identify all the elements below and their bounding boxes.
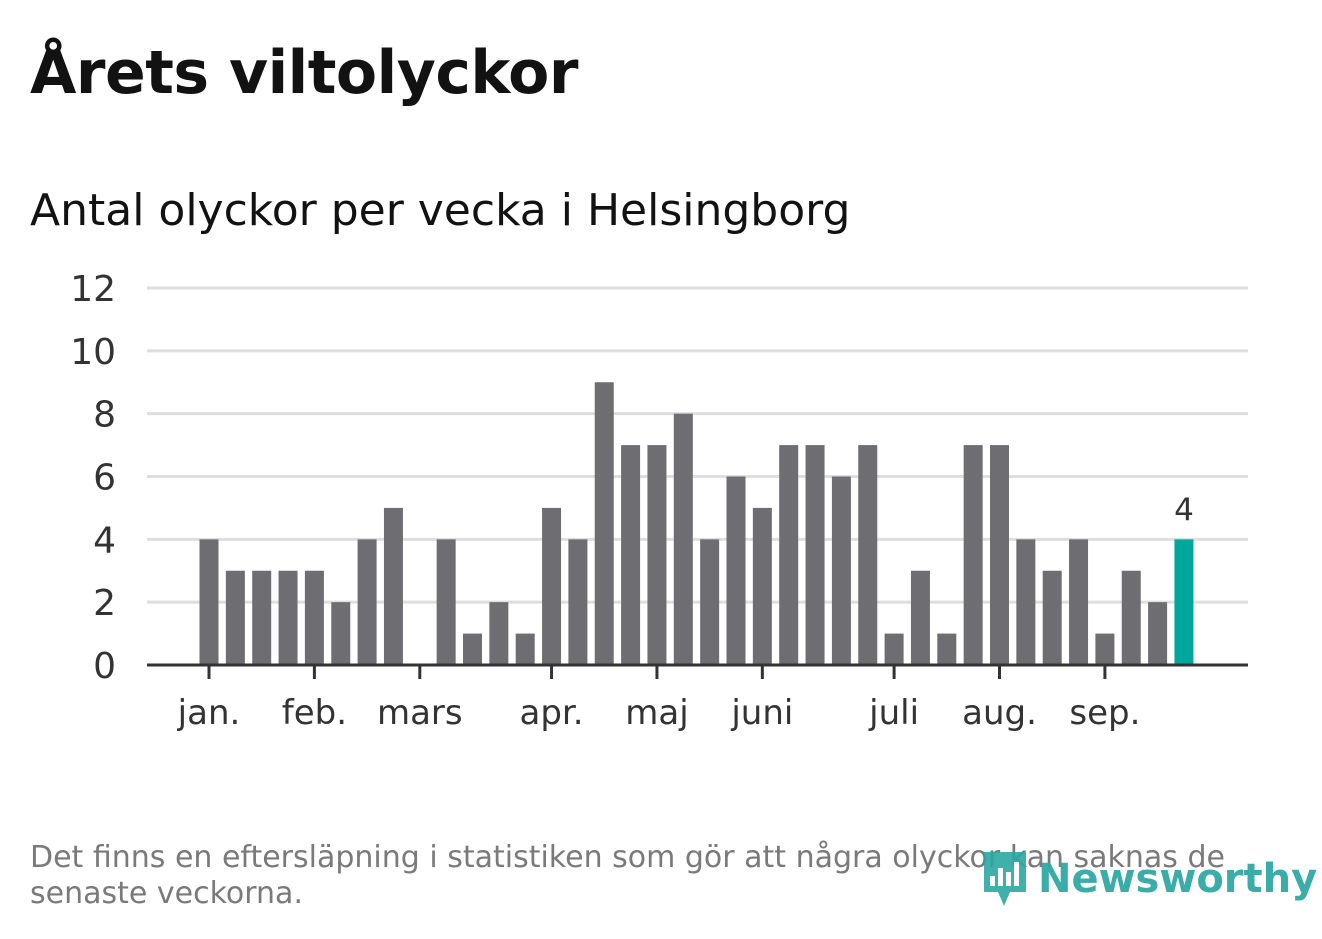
bar [542, 507, 562, 665]
bar [937, 633, 957, 665]
bar [831, 476, 851, 665]
bar [621, 445, 641, 665]
bar-highlight [1174, 539, 1194, 665]
y-tick-label: 12 [70, 269, 116, 310]
x-tick-label: mars [377, 693, 463, 733]
bar [910, 570, 930, 665]
bar [225, 570, 245, 665]
chart-subtitle: Antal olyckor per vecka i Helsingborg [30, 185, 851, 236]
y-tick-label: 4 [93, 520, 116, 561]
data-label: 4 [1174, 492, 1194, 528]
x-tick-label: maj [625, 693, 688, 733]
bar [489, 602, 509, 665]
x-tick-label: jan. [177, 693, 241, 733]
y-tick-label: 10 [70, 332, 116, 373]
x-tick-label: juni [730, 693, 793, 733]
bar [963, 445, 983, 665]
logo-text: Newsworthy [1038, 856, 1318, 902]
bar [1042, 570, 1062, 665]
newsworthy-logo: Newsworthy [980, 848, 1317, 910]
x-tick-label: juli [868, 693, 919, 733]
bar [463, 633, 482, 665]
bar [1121, 570, 1141, 665]
bar [515, 633, 535, 665]
bar [700, 539, 720, 665]
bar [1148, 602, 1168, 665]
y-axis-ticks: 0 2 4 6 8 10 12 [70, 269, 116, 687]
bar [357, 539, 377, 665]
bars: 4 [199, 382, 1194, 665]
y-tick-label: 0 [93, 646, 116, 687]
bar [1016, 539, 1036, 665]
y-tick-label: 6 [93, 458, 116, 499]
newsworthy-logo-icon [984, 852, 1026, 906]
y-tick-label: 8 [93, 395, 116, 436]
bar-chart: 0 2 4 6 8 10 12 4 jan. feb. mars apr. maj juni juli a… [70, 269, 1248, 733]
x-tick-label: sep. [1069, 693, 1140, 733]
bar [568, 539, 588, 665]
x-tick-label: apr. [520, 693, 584, 733]
bar [383, 507, 403, 665]
grid-lines [147, 286, 1248, 604]
bar [752, 507, 772, 665]
bar [199, 539, 219, 665]
bar [1069, 539, 1089, 665]
x-tick-label: feb. [282, 693, 347, 733]
bar [779, 445, 799, 665]
chart-title: Årets viltolyckor [30, 38, 579, 108]
bar [647, 445, 667, 665]
bar [805, 445, 825, 665]
bar [990, 445, 1009, 665]
bar [252, 570, 272, 665]
bar [594, 382, 614, 665]
bar [673, 413, 693, 665]
bar [1095, 633, 1115, 665]
x-axis: jan. feb. mars apr. maj juni juli aug. sep. [147, 663, 1248, 733]
bar [278, 570, 298, 665]
bar [304, 570, 324, 665]
bar [884, 633, 904, 665]
bar [436, 539, 456, 665]
bar [331, 602, 351, 665]
bar [858, 445, 878, 665]
y-tick-label: 2 [93, 583, 116, 624]
x-tick-label: aug. [962, 693, 1037, 733]
bar [726, 476, 746, 665]
